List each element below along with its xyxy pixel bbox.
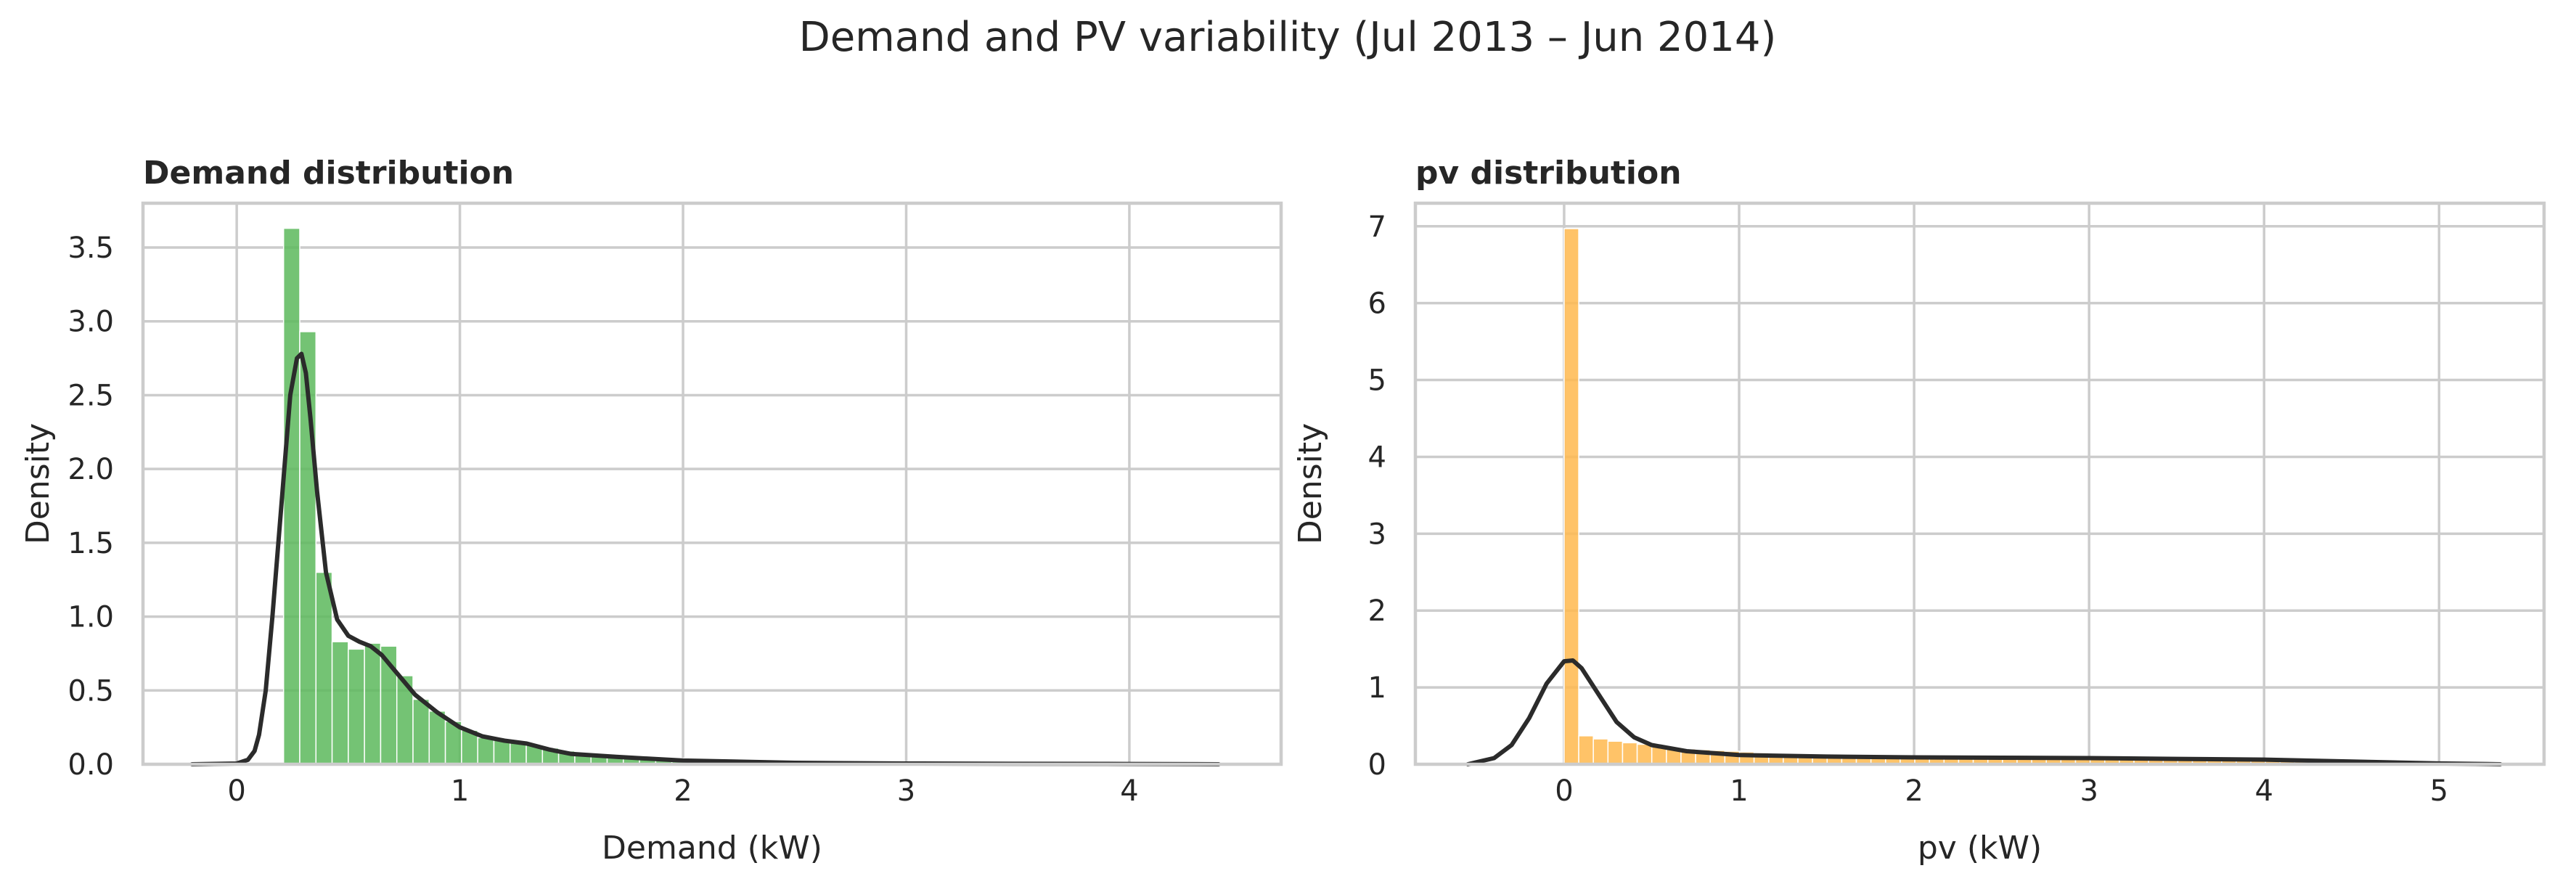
demand-x-tick-label: 0 [227, 774, 245, 808]
demand-x-tick-label: 2 [674, 774, 692, 808]
demand-y-axis-label: Density [20, 423, 57, 544]
pv-histogram-bar [1622, 742, 1638, 765]
pv-x-tick-label: 5 [2430, 774, 2448, 808]
demand-y-tick-label: 1.0 [68, 601, 114, 634]
demand-y-tick-label: 0.0 [68, 748, 114, 782]
demand-axes-frame [141, 201, 1283, 766]
demand-x-tick-label: 1 [451, 774, 469, 808]
pv-x-tick-label: 1 [1730, 774, 1748, 808]
pv-y-tick-label: 0 [1368, 748, 1386, 782]
pv-panel-title: pv distribution [1415, 155, 1682, 192]
pv-y-tick-label: 5 [1368, 364, 1386, 398]
demand-histogram-panel: 0 1 2 3 4 0.0 0.5 1.0 1.5 2.0 2.5 3.0 3.5 Demand (kW)… [20, 155, 1283, 867]
pv-y-tick-label: 7 [1368, 210, 1386, 244]
demand-histogram-bar [428, 711, 446, 765]
pv-y-tick-label: 4 [1368, 441, 1386, 474]
demand-kde-line [189, 351, 1221, 766]
pv-x-axis-label: pv (kW) [1918, 830, 2042, 867]
demand-y-tick-label: 0.5 [68, 674, 114, 708]
demand-x-tick-label: 4 [1120, 774, 1138, 808]
pv-y-tick-label: 6 [1368, 287, 1386, 321]
pv-histogram-bar [1578, 735, 1594, 765]
pv-y-axis-label: Density [1292, 423, 1329, 544]
demand-y-tick-label: 3.5 [68, 232, 114, 265]
pv-x-tick-label: 4 [2255, 774, 2273, 808]
pv-bars [1563, 228, 2413, 765]
demand-x-axis-label: Demand (kW) [602, 830, 822, 867]
demand-histogram-bar [315, 571, 333, 765]
pv-histogram-bar [1563, 228, 1579, 765]
demand-y-tick-label: 2.0 [68, 453, 114, 486]
demand-panel-title: Demand distribution [143, 155, 514, 192]
pv-histogram-bar [1607, 740, 1624, 765]
pv-y-tick-label: 1 [1368, 671, 1386, 705]
pv-x-tick-label: 2 [1905, 774, 1923, 808]
demand-histogram-bar [331, 641, 349, 765]
pv-histogram-panel: 0 1 2 3 4 5 0 1 2 3 4 5 6 7 pv (kW) Density pv distribut… [1292, 155, 2546, 867]
demand-y-tick-label: 2.5 [68, 379, 114, 412]
demand-histogram-bar [477, 737, 495, 765]
demand-histogram-bar [282, 227, 300, 765]
pv-kde-line [1465, 658, 2503, 766]
pv-y-tick-label: 3 [1368, 517, 1386, 551]
pv-y-tick-label: 2 [1368, 594, 1386, 628]
pv-histogram-bar [1636, 743, 1653, 765]
demand-histogram-bar [364, 642, 382, 765]
demand-x-tick-label: 3 [897, 774, 915, 808]
demand-y-tick-label: 1.5 [68, 527, 114, 560]
pv-x-tick-label: 3 [2080, 774, 2098, 808]
demand-histogram-bar [348, 648, 365, 765]
pv-axes-frame [1413, 201, 2546, 766]
figure-title: Demand and PV variability (Jul 2013 – Ju… [799, 14, 1777, 61]
demand-histogram-bar [510, 741, 527, 765]
demand-histogram-bar [412, 698, 430, 765]
pv-x-tick-label: 0 [1555, 774, 1573, 808]
demand-y-tick-label: 3.0 [68, 306, 114, 339]
pv-histogram-bar [1592, 738, 1609, 765]
